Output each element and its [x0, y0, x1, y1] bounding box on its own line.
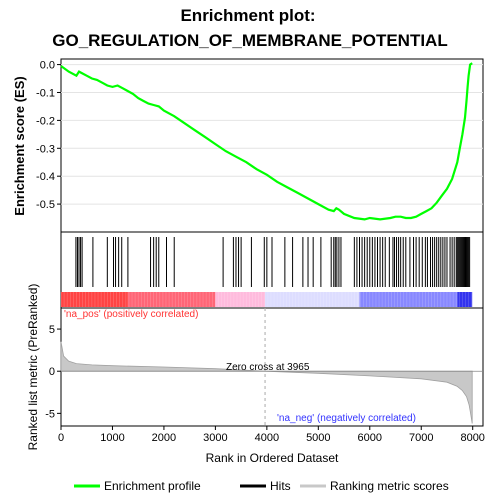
ranking-heat-bar [60, 292, 473, 307]
heat-bar-segment [265, 292, 360, 307]
metric-y-tick-label: 0 [49, 366, 55, 378]
es-y-tick-label: -0.3 [36, 143, 55, 155]
metric-area-group [60, 308, 483, 426]
chart-title-line2: GO_REGULATION_OF_MEMBRANE_POTENTIAL [52, 31, 447, 50]
hit-marks [75, 237, 471, 287]
x-tick-label: 5000 [306, 432, 330, 444]
enrichment-profile-line [60, 62, 473, 221]
metric-y-ticks: 5 0 -5 [45, 324, 61, 420]
es-y-tick-label: -0.4 [36, 171, 55, 183]
negative-correlation-label: 'na_neg' (negatively correlated) [277, 413, 416, 424]
heat-bar-segment [457, 292, 473, 307]
x-tick-label: 8000 [460, 432, 484, 444]
es-y-ticks: 0.0 -0.1 -0.2 -0.3 -0.4 -0.5 [36, 60, 61, 211]
heat-bar-segment [359, 292, 458, 307]
x-tick-label: 3000 [203, 432, 227, 444]
legend-enrichment-label: Enrichment profile [104, 479, 201, 493]
es-y-tick-label: 0.0 [40, 60, 55, 72]
x-tick-label: 4000 [255, 432, 279, 444]
x-ticks: 0 1000 2000 3000 4000 5000 6000 7000 8000 [58, 426, 485, 444]
legend: Enrichment profile Hits Ranking metric s… [74, 479, 449, 493]
es-y-tick-label: -0.5 [36, 199, 55, 211]
es-gridlines [61, 64, 483, 205]
legend-metric-label: Ranking metric scores [330, 479, 449, 493]
es-y-axis-label: Enrichment score (ES) [12, 76, 27, 215]
es-curve-group [60, 62, 473, 221]
heat-bar-segment [215, 292, 266, 307]
chart-title-line1: Enrichment plot: [180, 6, 315, 25]
zero-cross-label: Zero cross at 3965 [226, 362, 310, 373]
positive-correlation-label: 'na_pos' (positively correlated) [64, 309, 198, 320]
heat-bar-segment [127, 292, 216, 307]
x-tick-label: 2000 [152, 432, 176, 444]
es-y-tick-label: -0.2 [36, 115, 55, 127]
x-tick-label: 1000 [100, 432, 124, 444]
metric-y-tick-label: -5 [45, 408, 55, 420]
x-tick-label: 0 [58, 432, 64, 444]
es-y-tick-label: -0.1 [36, 87, 55, 99]
legend-hits-label: Hits [270, 479, 291, 493]
heat-bar-segment [61, 292, 128, 307]
x-axis-label: Rank in Ordered Dataset [206, 451, 339, 465]
ranking-metric-area [60, 341, 473, 424]
metric-y-tick-label: 5 [49, 324, 55, 336]
metric-y-axis-label: Ranked list metric (PreRanked) [26, 284, 40, 451]
x-tick-label: 7000 [409, 432, 433, 444]
es-panel-frame [60, 58, 484, 233]
x-tick-label: 6000 [358, 432, 382, 444]
